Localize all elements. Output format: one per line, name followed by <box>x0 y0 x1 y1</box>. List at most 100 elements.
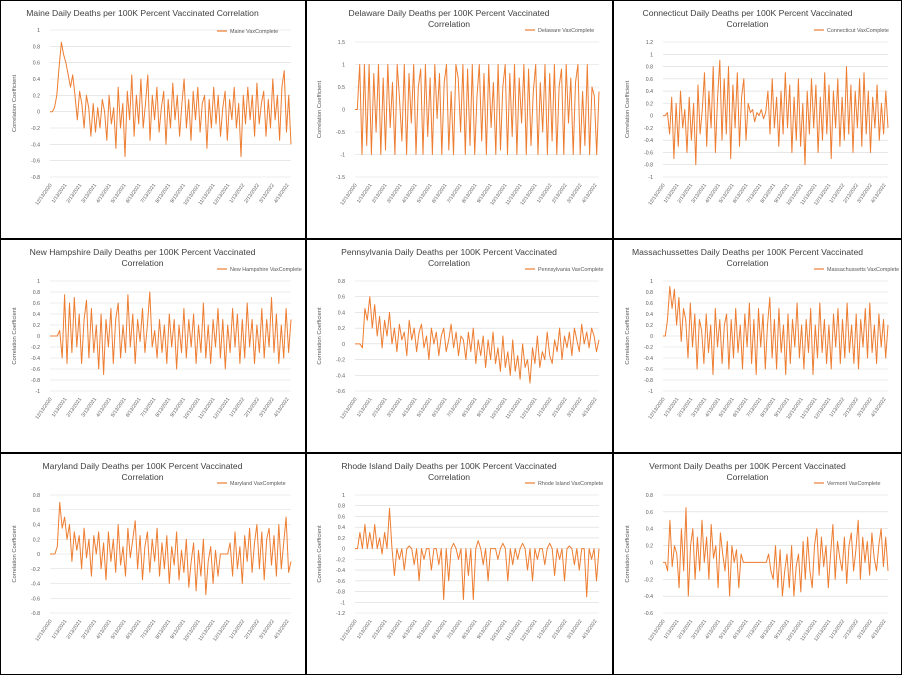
chart-title: Delaware Daily Deaths per 100K Percent V… <box>349 8 550 29</box>
chart-svg: Rhode Island Daily Deaths per 100K Perce… <box>317 461 603 643</box>
y-tick-label: 0 <box>650 560 653 566</box>
y-tick-label: 0.6 <box>33 508 40 514</box>
chart-title-line: Correlation <box>428 258 470 268</box>
series-line <box>355 296 600 384</box>
y-tick-label: -0.2 <box>336 358 345 364</box>
y-tick-label: 0.8 <box>338 504 345 510</box>
y-tick-label: 0.4 <box>33 77 40 83</box>
panel-divider <box>0 452 902 454</box>
chart-title: Pennsylvania Daily Deaths per 100K Perce… <box>341 247 557 268</box>
chart-title-line: Correlation <box>121 472 163 482</box>
y-tick-label: 0.6 <box>646 510 653 516</box>
chart-title-line: New Hampshire Daily Deaths per 100K Perc… <box>30 247 256 257</box>
y-tick-label: -0.8 <box>336 590 345 596</box>
y-tick-label: -1 <box>340 600 345 606</box>
x-tick-label: 4/13/2022 <box>581 619 599 641</box>
y-tick-label: 0 <box>650 334 653 340</box>
y-tick-label: -0.2 <box>31 567 40 573</box>
y-tick-label: 0.2 <box>33 537 40 543</box>
y-tick-label: -0.4 <box>336 373 345 379</box>
y-tick-label: -0.6 <box>644 367 653 373</box>
y-tick-label: 0.6 <box>33 61 40 67</box>
chart-panel-6: Massachussettes Daily Deaths per 100K Pe… <box>613 239 902 453</box>
x-tick-label: 12/13/2020 <box>339 183 358 207</box>
y-axis-title: Correlation Coefficient <box>625 80 631 138</box>
x-tick-label: 12/13/2020 <box>34 619 53 643</box>
y-tick-label: -0.6 <box>31 596 40 602</box>
chart-panel-7: Maryland Daily Deaths per 100K Percent V… <box>0 453 305 675</box>
panel-divider <box>0 238 902 240</box>
chart-title-line: Maine Daily Deaths per 100K Percent Vacc… <box>26 8 259 18</box>
panel-divider <box>0 0 1 675</box>
y-tick-label: 0.6 <box>338 514 345 520</box>
chart-svg: Connecticut Daily Deaths per 100K Percen… <box>625 8 889 207</box>
y-tick-label: 0.2 <box>338 326 345 332</box>
y-tick-label: 0.2 <box>33 93 40 99</box>
y-tick-label: 1.2 <box>646 40 653 46</box>
y-tick-label: -0.8 <box>644 163 653 169</box>
y-tick-label: -0.2 <box>31 126 40 132</box>
y-tick-label: -0.2 <box>644 345 653 351</box>
y-tick-label: -0.4 <box>31 356 40 362</box>
legend-label: Pennsylvania VaxComplete <box>538 267 604 273</box>
chart-panel-9: Vermont Daily Deaths per 100K Percent Va… <box>613 453 902 675</box>
y-tick-label: 0.8 <box>646 290 653 296</box>
series-line <box>663 286 889 375</box>
x-tick-label: 4/13/2022 <box>273 397 291 419</box>
panel-divider <box>612 0 614 675</box>
y-tick-label: 0.5 <box>338 85 345 91</box>
y-tick-label: 0.4 <box>646 312 653 318</box>
y-tick-label: -0.4 <box>31 582 40 588</box>
chart-title-line: Correlation <box>428 19 470 29</box>
y-tick-label: 0 <box>37 552 40 558</box>
chart-panel-3: Connecticut Daily Deaths per 100K Percen… <box>613 0 902 239</box>
y-tick-label: 1 <box>342 493 345 499</box>
y-tick-label: 1 <box>37 279 40 285</box>
y-tick-label: 0.6 <box>646 77 653 83</box>
y-tick-label: -1 <box>340 153 345 159</box>
y-axis-title: Correlation Coefficient <box>12 74 18 132</box>
y-tick-label: 0.8 <box>646 493 653 499</box>
y-tick-label: 0.8 <box>338 279 345 285</box>
y-tick-label: -0.6 <box>336 579 345 585</box>
series-line <box>355 507 600 601</box>
y-tick-label: -0.6 <box>644 150 653 156</box>
chart-title-line: Correlation <box>726 19 768 29</box>
chart-svg: Massachussettes Daily Deaths per 100K Pe… <box>625 247 899 421</box>
series-line <box>50 41 292 158</box>
y-tick-label: 0.8 <box>33 290 40 296</box>
panel-divider <box>0 0 902 1</box>
y-tick-label: 1 <box>37 28 40 34</box>
x-tick-label: 12/13/2020 <box>647 619 666 643</box>
chart-panel-2: Delaware Daily Deaths per 100K Percent V… <box>305 0 613 239</box>
y-axis-title: Correlation Coefficient <box>317 307 323 365</box>
y-tick-label: 0.2 <box>646 323 653 329</box>
chart-title-line: Correlation <box>121 258 163 268</box>
y-tick-label: 0.4 <box>33 312 40 318</box>
chart-title-line: Delaware Daily Deaths per 100K Percent V… <box>349 8 550 18</box>
y-axis-title: Correlation Coefficient <box>317 525 323 583</box>
y-axis-title: Correlation Coefficient <box>625 525 631 583</box>
y-tick-label: 0.4 <box>338 525 345 531</box>
y-axis-title: Correlation Coefficient <box>625 307 631 365</box>
series-line <box>50 291 292 375</box>
chart-title-line: Connecticut Daily Deaths per 100K Percen… <box>642 8 852 18</box>
y-tick-label: -0.8 <box>31 378 40 384</box>
series-line <box>663 59 889 166</box>
chart-panel-4: New Hampshire Daily Deaths per 100K Perc… <box>0 239 305 453</box>
y-tick-label: 0.6 <box>338 295 345 301</box>
y-tick-label: -0.4 <box>644 594 653 600</box>
panel-divider <box>305 0 307 675</box>
y-tick-label: 0 <box>342 108 345 114</box>
y-tick-label: 0.2 <box>646 544 653 550</box>
y-tick-label: 0.2 <box>646 101 653 107</box>
x-tick-label: 12/13/2020 <box>647 183 666 207</box>
y-tick-label: -0.4 <box>31 142 40 148</box>
y-tick-label: -0.2 <box>644 577 653 583</box>
y-tick-label: 0.6 <box>646 301 653 307</box>
y-tick-label: 0 <box>342 342 345 348</box>
chart-title: Vermont Daily Deaths per 100K Percent Va… <box>649 461 846 482</box>
chart-panel-5: Pennsylvania Daily Deaths per 100K Perce… <box>305 239 613 453</box>
y-tick-label: -0.8 <box>31 611 40 617</box>
